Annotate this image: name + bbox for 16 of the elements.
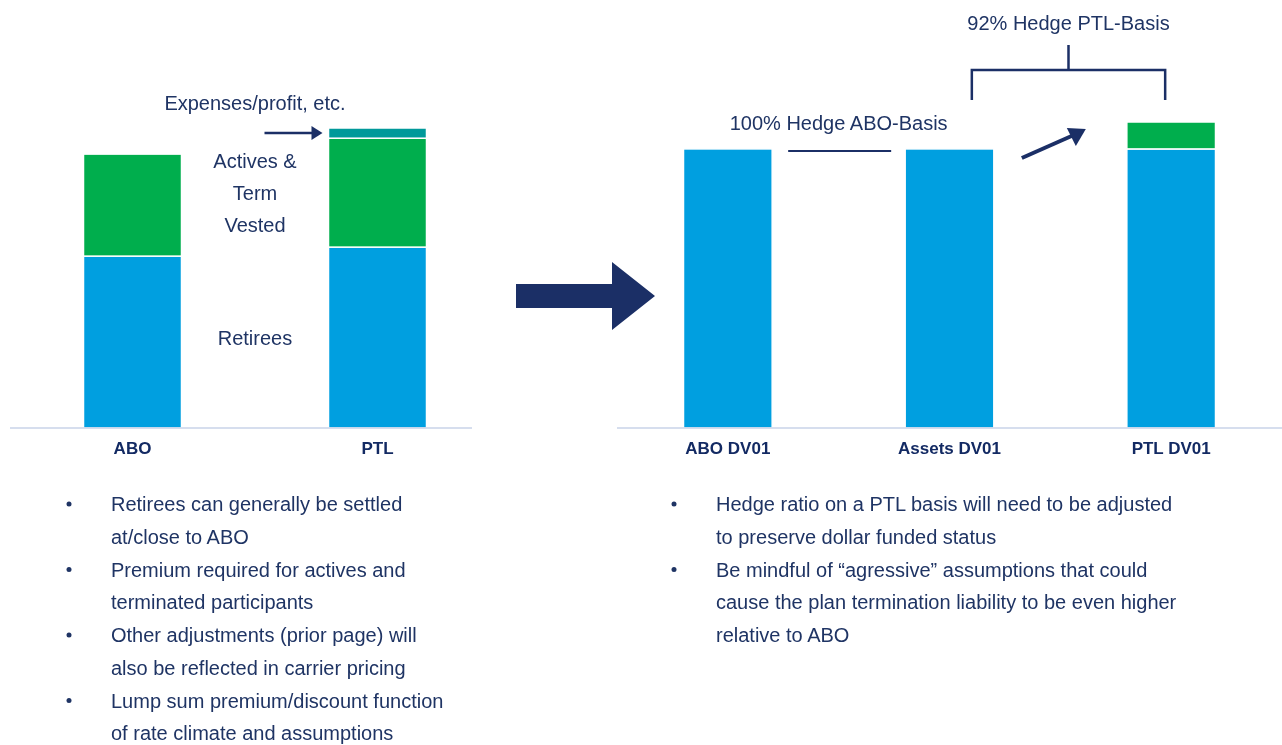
x-tick-label: ABO xyxy=(113,439,152,459)
x-tick-label: ABO DV01 xyxy=(685,439,771,459)
text: Other adjustments (prior page) will also be reflected in carrier pricing xyxy=(111,624,417,679)
series-label: Retirees xyxy=(217,326,293,349)
x-tick-label: PTL DV01 xyxy=(1131,439,1211,459)
text: Retirees can generally be settled at/close to ABO xyxy=(111,493,403,548)
x-tick-label: Assets DV01 xyxy=(897,439,1002,459)
series-label: Expenses/profit, etc. xyxy=(164,92,346,114)
annotation: 100% Hedge ABO-Basis xyxy=(729,111,948,134)
text: Be mindful of “agressive” assumptions that could cause the plan termination liability to be even higher relative to ABO xyxy=(716,558,1177,646)
text: Premium required for actives and terminated participants xyxy=(111,558,406,613)
text: Hedge ratio on a PTL basis will need to be adjusted to preserve dollar funded status xyxy=(716,493,1173,548)
text: Lump sum premium/discount function of rate climate and assumptions xyxy=(111,689,444,744)
x-tick-label: PTL xyxy=(361,439,394,459)
text: 92% Hedge PTL-Basis xyxy=(967,12,1170,34)
series-label: Actives & Term Vested xyxy=(213,149,298,236)
